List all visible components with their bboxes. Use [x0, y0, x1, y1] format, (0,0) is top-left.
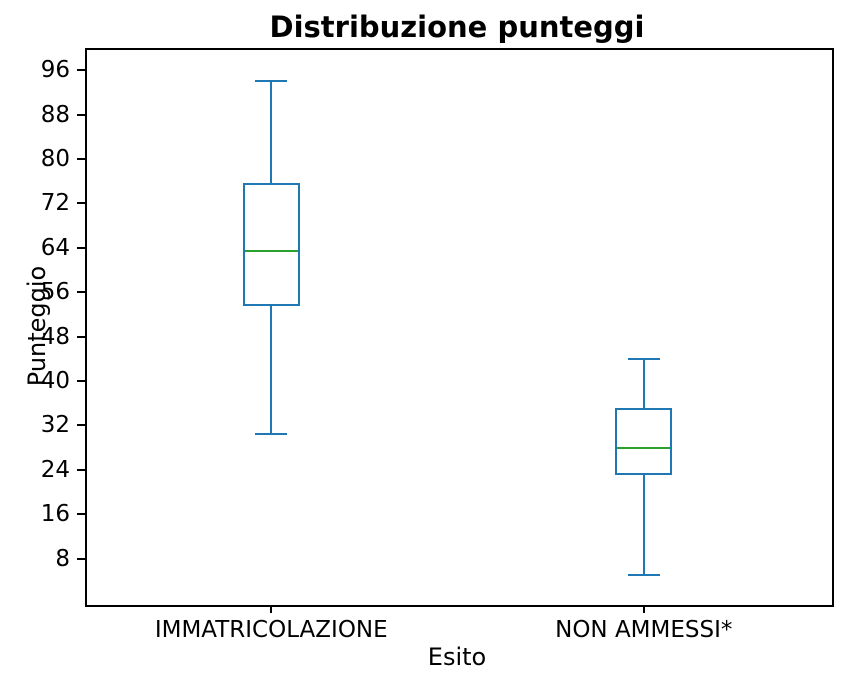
box-rect — [615, 407, 673, 476]
y-tick-mark — [77, 513, 85, 516]
box-cap-lower — [627, 574, 660, 577]
y-tick-mark — [77, 202, 85, 205]
box-cap-upper — [255, 80, 288, 83]
y-tick-label: 80 — [40, 146, 70, 172]
y-tick-label: 48 — [40, 323, 70, 350]
box-cap-lower — [255, 433, 288, 436]
box-whisker-lower — [270, 306, 273, 435]
box-whisker-upper — [642, 358, 645, 408]
y-tick-label: 72 — [40, 190, 70, 217]
y-tick-mark — [77, 246, 85, 249]
y-axis-label: Punteggio — [23, 265, 51, 387]
y-tick-mark — [77, 113, 85, 116]
y-tick-label: 64 — [40, 234, 70, 261]
y-tick-label: 32 — [40, 412, 70, 439]
plot-area — [85, 48, 834, 607]
y-tick-label: 96 — [40, 57, 70, 84]
y-tick-mark — [77, 557, 85, 560]
y-tick-label: 56 — [40, 279, 70, 306]
y-tick-label: 40 — [40, 368, 70, 394]
x-tick-mark — [270, 605, 273, 613]
y-tick-mark — [77, 335, 85, 338]
y-tick-mark — [77, 291, 85, 294]
median-line — [244, 250, 298, 253]
box-whisker-lower — [642, 475, 645, 576]
y-tick-mark — [77, 468, 85, 471]
x-axis-label: Esito — [427, 643, 487, 671]
y-tick-label: 24 — [40, 456, 70, 483]
y-tick-label: 16 — [40, 501, 70, 528]
x-tick-label: NON AMMESSI* — [555, 617, 733, 643]
x-tick-mark — [642, 605, 645, 613]
y-tick-label: 8 — [55, 545, 70, 572]
box-rect — [242, 183, 300, 307]
y-tick-mark — [77, 69, 85, 72]
y-tick-mark — [77, 158, 85, 160]
median-line — [617, 446, 671, 449]
y-tick-mark — [77, 424, 85, 427]
y-tick-label: 88 — [40, 101, 70, 128]
y-tick-mark — [77, 380, 85, 382]
chart-title: Distribuzione punteggi — [269, 10, 645, 44]
box-cap-upper — [627, 357, 660, 360]
x-tick-label: IMMATRICOLAZIONE — [154, 617, 388, 643]
box-whisker-upper — [270, 81, 273, 184]
